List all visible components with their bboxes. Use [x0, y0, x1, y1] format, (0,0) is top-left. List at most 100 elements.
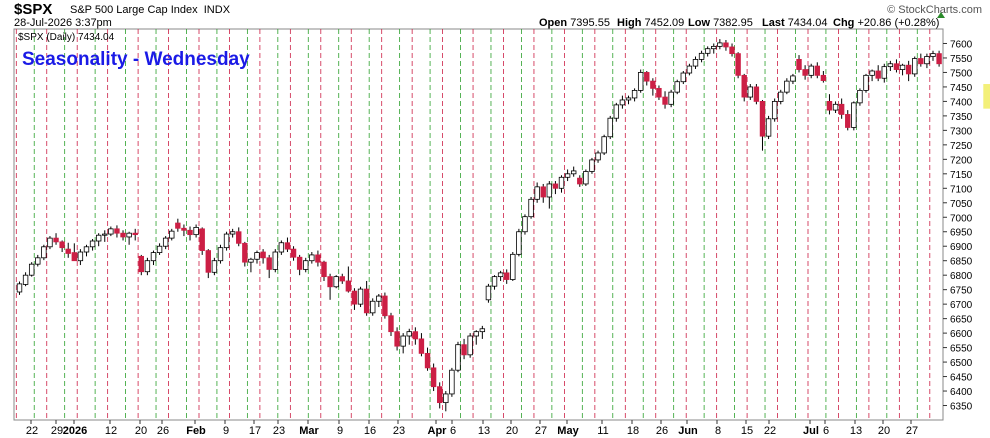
y-tick-label: 6350 [950, 402, 973, 413]
candle-body [589, 159, 595, 172]
candle-body [784, 80, 790, 93]
y-tick-label: 6700 [950, 300, 973, 311]
candle-body [83, 246, 90, 253]
x-tick-label: 22 [764, 425, 776, 437]
candle-body [607, 117, 613, 138]
candle-body [376, 295, 382, 302]
candle-body [747, 86, 753, 98]
candle-body [771, 101, 778, 120]
candle-body [272, 251, 278, 270]
candle-body [114, 228, 120, 234]
candle-body [315, 254, 321, 263]
candle-body [808, 65, 814, 76]
change-value: +20.86 (+0.28%) [857, 17, 940, 29]
candle-body [467, 335, 473, 356]
candle-body [430, 367, 437, 388]
x-tick-label: 13 [478, 425, 490, 437]
low-label: Low [688, 17, 710, 29]
candle-body [156, 245, 163, 253]
candle-body [351, 290, 358, 305]
candle-body [595, 152, 601, 161]
x-tick-label: 13 [850, 425, 862, 437]
x-tick-label: Feb [186, 425, 206, 437]
y-tick-label: 7450 [950, 83, 973, 94]
last-label: Last [762, 17, 785, 29]
high-value: 7452.09 [644, 17, 685, 29]
chart-header: $SPX S&P 500 Large Cap Index INDX 28-Jul… [0, 0, 990, 30]
candle-body [832, 103, 839, 111]
x-tick-label: 18 [627, 425, 639, 437]
candle-body [875, 70, 881, 79]
candle-body [199, 228, 205, 251]
candle-body [656, 87, 662, 98]
candle-body [528, 198, 534, 218]
candle-body [394, 331, 400, 347]
candle-body [534, 186, 540, 200]
candle-body [717, 42, 723, 47]
candle-body [881, 66, 887, 79]
candle-body [120, 232, 126, 238]
candle-body [290, 248, 297, 258]
candle-body [546, 183, 553, 198]
candle-body [887, 63, 894, 68]
candle-body [418, 338, 425, 354]
candle-body [126, 232, 132, 238]
candle-body [217, 247, 224, 262]
candle-body [22, 274, 29, 285]
candle-body [918, 58, 924, 65]
x-tick-label: 15 [741, 425, 753, 437]
candle-body [723, 42, 729, 48]
x-tick-label: 6 [450, 425, 456, 437]
y-tick-label: 7500 [950, 68, 973, 79]
y-tick-label: 7150 [950, 170, 973, 181]
x-tick-label: 23 [393, 425, 405, 437]
x-tick-label: 20 [878, 425, 890, 437]
candle-body [637, 72, 644, 91]
candle-body [851, 102, 857, 128]
candle-body [552, 183, 559, 189]
candle-body [437, 386, 443, 404]
candle-body [211, 260, 218, 273]
candle-body [802, 69, 808, 76]
candle-body [132, 232, 138, 236]
y-tick-label: 6850 [950, 257, 973, 268]
candle-body [796, 59, 802, 70]
candle-body [229, 231, 236, 235]
candle-body [59, 241, 65, 249]
open-value: 7395.55 [570, 17, 610, 29]
candle-body [485, 285, 492, 301]
candle-body [845, 114, 851, 128]
candle-body [339, 276, 345, 282]
candle-body [912, 58, 918, 75]
candle-body [162, 237, 169, 247]
candle-body [412, 331, 419, 340]
x-tick-label: 9 [223, 425, 229, 437]
high-label: High [617, 17, 642, 29]
candle-body [583, 171, 589, 185]
y-tick-label: 6550 [950, 344, 973, 355]
candle-body [284, 242, 291, 250]
candle-body [248, 258, 254, 263]
candle-body [443, 393, 449, 404]
candle-body [711, 45, 717, 50]
candle-body [564, 173, 571, 178]
candle-body [857, 90, 863, 104]
candle-body [778, 91, 784, 102]
candle-body [680, 72, 687, 83]
candle-body [363, 288, 370, 314]
candle-body [936, 53, 942, 65]
candle-body [424, 352, 431, 369]
candle-body [266, 257, 272, 270]
change-label: Chg [833, 17, 855, 29]
x-tick-label: 20 [506, 425, 518, 437]
candle-body [193, 226, 199, 236]
candle-body [516, 231, 522, 255]
x-tick-label: 23 [273, 425, 285, 437]
candle-body [510, 253, 516, 280]
candle-body [400, 335, 406, 347]
candle-body [327, 276, 333, 288]
instrument-full-name: S&P 500 Large Cap Index [70, 4, 198, 16]
candle-body [838, 103, 845, 115]
candle-body [35, 257, 41, 265]
y-tick-label: 6400 [950, 387, 973, 398]
